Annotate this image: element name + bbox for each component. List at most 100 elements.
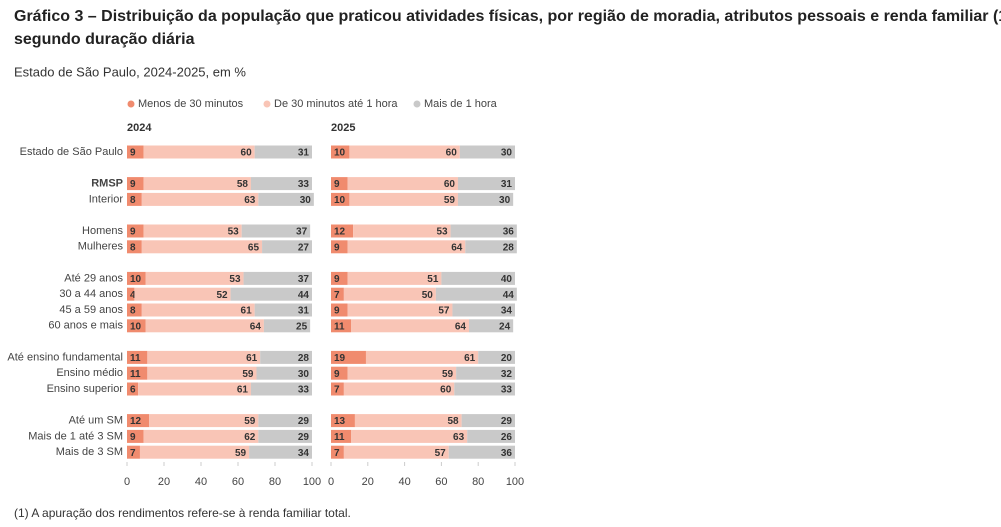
value-label: 60 — [440, 385, 452, 396]
bar-segment — [331, 240, 348, 254]
value-label: 59 — [444, 195, 456, 206]
x-tick-label: 40 — [195, 476, 207, 488]
bar-segment — [254, 145, 312, 159]
value-label: 19 — [334, 353, 346, 364]
bar-segment — [145, 319, 264, 333]
value-label: 10 — [130, 274, 142, 285]
value-label: 33 — [501, 385, 513, 396]
value-label: 53 — [228, 227, 240, 238]
value-label: 9 — [130, 148, 136, 159]
value-label: 44 — [298, 290, 310, 301]
bar-segment — [258, 414, 312, 428]
y-tick-label: Até 29 anos — [64, 272, 123, 284]
value-label: 64 — [250, 321, 262, 332]
bar-segment — [127, 271, 146, 285]
bar-segment — [441, 271, 515, 285]
y-tick-label: Ensino médio — [56, 367, 123, 379]
x-tick-label: 20 — [362, 476, 374, 488]
bar-segment — [467, 429, 515, 443]
bar-segment — [258, 429, 312, 443]
x-tick-label: 20 — [158, 476, 170, 488]
value-label: 34 — [501, 306, 513, 317]
bar-segment — [343, 445, 449, 459]
bar-segment — [331, 350, 366, 364]
bar-segment — [127, 240, 142, 254]
bar-segment — [138, 382, 251, 396]
bar-segment — [243, 271, 312, 285]
bar-segment — [127, 445, 140, 459]
x-tick-label: 40 — [398, 476, 410, 488]
value-label: 28 — [298, 353, 310, 364]
bar-segment — [127, 350, 148, 364]
bar-segment — [127, 287, 135, 301]
y-tick-label: Até ensino fundamental — [7, 351, 123, 363]
value-label: 9 — [130, 227, 136, 238]
x-tick-label: 100 — [303, 476, 321, 488]
chart-subtitle: Estado de São Paulo, 2024-2025, em % — [14, 64, 246, 79]
value-label: 62 — [244, 432, 256, 443]
bar-segment — [347, 366, 457, 380]
value-label: 30 — [501, 148, 513, 159]
bar-segment — [349, 145, 460, 159]
value-label: 57 — [438, 306, 450, 317]
value-label: 33 — [298, 385, 310, 396]
value-label: 64 — [455, 321, 467, 332]
value-label: 61 — [241, 306, 253, 317]
bar-segment — [343, 287, 436, 301]
bar-segment — [143, 145, 255, 159]
value-label: 61 — [246, 353, 258, 364]
x-tick-label: 100 — [506, 476, 524, 488]
value-label: 51 — [427, 274, 439, 285]
bar-segment — [260, 350, 312, 364]
bar-segment — [347, 240, 466, 254]
y-tick-label: Mais de 3 SM — [56, 446, 123, 458]
bar-segment — [347, 271, 442, 285]
bar-segment — [143, 429, 259, 443]
bar-segment — [331, 303, 348, 317]
bar-segment — [347, 303, 453, 317]
value-label: 9 — [130, 432, 136, 443]
value-label: 7 — [334, 385, 340, 396]
bar-segment — [241, 224, 311, 238]
value-label: 64 — [451, 242, 463, 253]
value-label: 53 — [436, 227, 448, 238]
value-label: 31 — [298, 306, 310, 317]
value-label: 53 — [229, 274, 241, 285]
bar-segment — [262, 240, 312, 254]
value-label: 13 — [334, 416, 346, 427]
value-label: 36 — [501, 448, 513, 459]
legend-marker — [263, 100, 271, 108]
value-label: 10 — [334, 195, 346, 206]
bar-segment — [147, 350, 261, 364]
value-label: 7 — [334, 290, 340, 301]
value-label: 60 — [444, 179, 456, 190]
bar-segment — [459, 145, 515, 159]
value-label: 11 — [130, 353, 141, 364]
value-label: 11 — [130, 369, 141, 380]
bar-segment — [127, 177, 144, 191]
value-label: 31 — [501, 179, 513, 190]
legend-marker — [127, 100, 135, 108]
chart-title: Gráfico 3 – Distribuição da população qu… — [14, 8, 1001, 25]
bar-segment — [127, 382, 139, 396]
legend-label: Menos de 30 minutos — [138, 98, 244, 110]
bar-segment — [127, 303, 142, 317]
value-label: 61 — [237, 385, 249, 396]
bar-segment — [456, 366, 515, 380]
value-label: 40 — [501, 274, 513, 285]
value-label: 30 — [499, 195, 511, 206]
bar-segment — [331, 177, 348, 191]
bar-segment — [457, 192, 514, 206]
bar-segment — [454, 382, 515, 396]
value-label: 8 — [130, 242, 136, 253]
value-label: 60 — [241, 148, 253, 159]
panel-title: 2025 — [331, 122, 355, 134]
value-label: 24 — [499, 321, 511, 332]
value-label: 11 — [334, 321, 345, 332]
value-label: 27 — [298, 242, 310, 253]
bar-segment — [256, 366, 312, 380]
value-label: 10 — [334, 148, 346, 159]
bar-segment — [254, 303, 312, 317]
bar-segment — [343, 382, 455, 396]
